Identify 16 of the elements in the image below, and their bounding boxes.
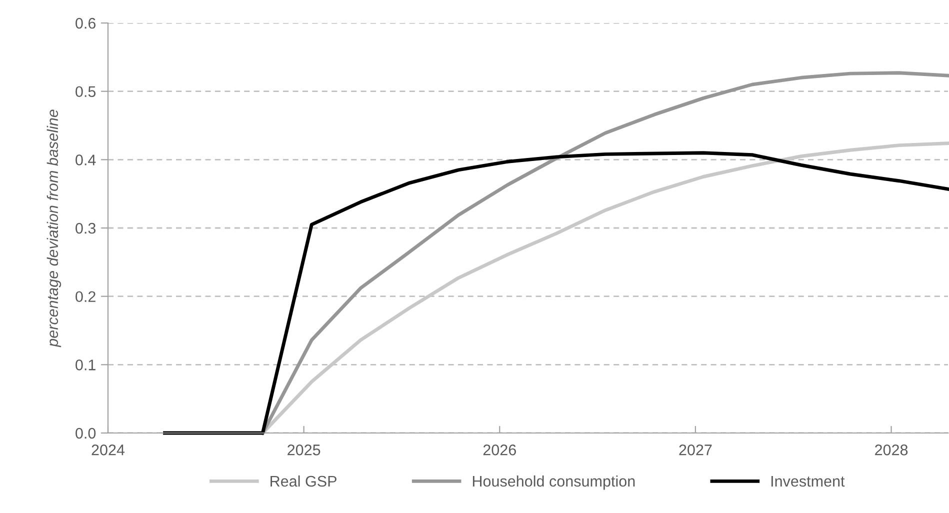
x-tick-label: 2024 (92, 444, 125, 456)
x-tick-label: 2028 (875, 444, 908, 456)
legend-label: Investment (771, 476, 845, 487)
y-tick-label: 0.6 (76, 18, 96, 29)
y-tick-label: 0.4 (76, 154, 96, 166)
x-tick-label: 2026 (483, 444, 516, 456)
x-tick-label: 2025 (288, 444, 320, 456)
y-axis-title: percentage deviation from baseline (46, 110, 62, 348)
x-tick-label: 2027 (679, 444, 712, 456)
legend-label: Real GSP (270, 475, 336, 487)
y-tick-label: 0.3 (76, 222, 96, 234)
y-tick-label: 0.5 (76, 86, 96, 98)
y-tick-label: 0.0 (76, 428, 96, 439)
y-tick-label: 0.1 (76, 360, 96, 370)
legend-label: Household consumption (472, 475, 635, 490)
y-tick-label: 0.2 (76, 291, 96, 302)
